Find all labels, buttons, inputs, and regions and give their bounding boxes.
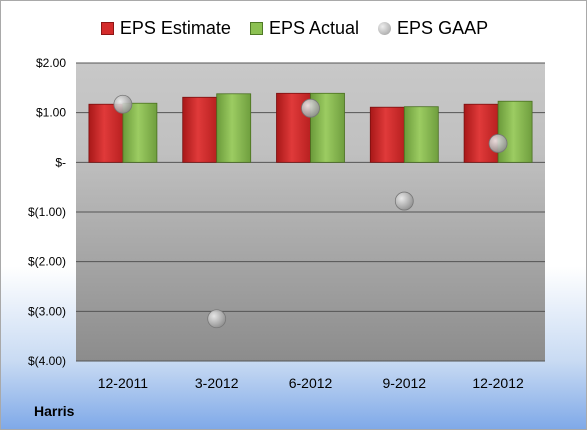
point-eps-gaap — [207, 309, 227, 329]
bar-eps-estimate — [182, 96, 218, 163]
y-tick-label: $1.00 — [36, 106, 66, 120]
y-tick-label: $(2.00) — [28, 255, 66, 269]
point-eps-gaap — [488, 134, 508, 153]
x-tick-label: 12-2011 — [98, 375, 149, 391]
y-tick-label: $(3.00) — [28, 304, 66, 318]
bar-eps-estimate — [463, 103, 499, 163]
x-tick-label: 6-2012 — [289, 375, 333, 391]
bar-eps-actual — [403, 106, 439, 163]
y-tick-label: $(4.00) — [28, 354, 66, 368]
y-tick-label: $- — [55, 155, 66, 169]
x-tick-label: 9-2012 — [383, 375, 427, 391]
bar-eps-estimate — [88, 103, 124, 163]
legend-item-eps-actual: EPS Actual — [249, 17, 360, 39]
legend-label-eps-actual: EPS Actual — [268, 17, 360, 38]
legend-swatch-eps-actual — [249, 21, 263, 35]
x-tick-label: 3-2012 — [195, 375, 239, 391]
y-tick-label: $2.00 — [36, 56, 66, 70]
bar-eps-actual — [216, 93, 252, 163]
legend-label-eps-estimate: EPS Estimate — [119, 17, 231, 38]
legend-label-eps-gaap: EPS GAAP — [397, 17, 489, 38]
legend-swatch-eps-estimate — [100, 21, 114, 35]
y-tick-label: $(1.00) — [28, 205, 66, 219]
point-eps-gaap — [301, 98, 320, 118]
legend-item-eps-gaap: EPS GAAP — [378, 18, 488, 39]
bars — [88, 92, 533, 163]
bar-eps-estimate — [369, 106, 405, 163]
x-axis-tick-labels: 12-2011 3-2012 6-2012 9-2012 12-2012 — [98, 375, 524, 391]
company-label: Harris — [34, 403, 75, 419]
point-eps-gaap — [394, 191, 414, 211]
y-axis-tick-labels: $2.00 $1.00 $- $(1.00) $(2.00) $(3.00) $(4.00) — [28, 56, 66, 368]
gaap-points — [113, 94, 508, 329]
bar-eps-actual — [122, 102, 158, 163]
legend-swatch-eps-gaap — [378, 21, 392, 35]
chart-legend: EPS Estimate EPS Actual EPS GAAP — [1, 17, 586, 39]
x-tick-label: 12-2012 — [472, 375, 524, 391]
bar-eps-actual — [497, 100, 533, 163]
point-eps-gaap — [113, 94, 133, 114]
legend-item-eps-estimate: EPS Estimate — [100, 17, 231, 39]
